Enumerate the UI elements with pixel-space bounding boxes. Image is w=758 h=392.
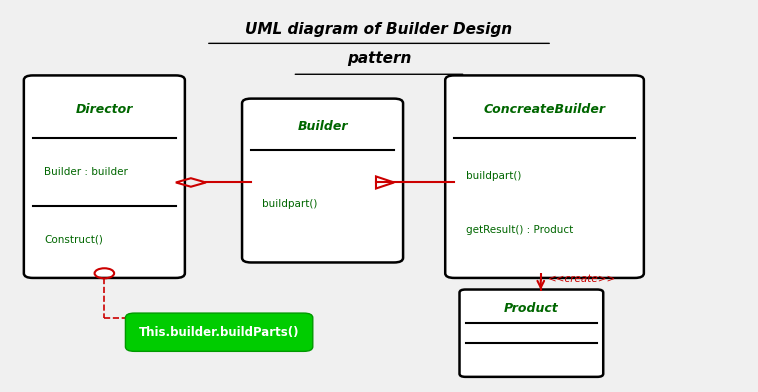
FancyBboxPatch shape	[445, 75, 644, 278]
Text: This.builder.buildParts(): This.builder.buildParts()	[139, 326, 299, 339]
Text: Director: Director	[76, 103, 133, 116]
Text: pattern: pattern	[347, 51, 411, 66]
Text: buildpart(): buildpart()	[465, 171, 521, 181]
Text: Builder : builder: Builder : builder	[44, 167, 128, 177]
Text: Construct(): Construct()	[44, 234, 103, 245]
Text: Builder: Builder	[297, 120, 348, 133]
Text: buildpart(): buildpart()	[262, 199, 318, 209]
FancyBboxPatch shape	[23, 75, 185, 278]
FancyBboxPatch shape	[459, 290, 603, 377]
FancyBboxPatch shape	[125, 313, 313, 351]
FancyBboxPatch shape	[242, 99, 403, 263]
Text: <<create>>: <<create>>	[548, 274, 616, 284]
Text: Product: Product	[504, 301, 559, 314]
Text: getResult() : Product: getResult() : Product	[465, 225, 573, 235]
Text: UML diagram of Builder Design: UML diagram of Builder Design	[246, 22, 512, 37]
Text: ConcreateBuilder: ConcreateBuilder	[484, 103, 606, 116]
